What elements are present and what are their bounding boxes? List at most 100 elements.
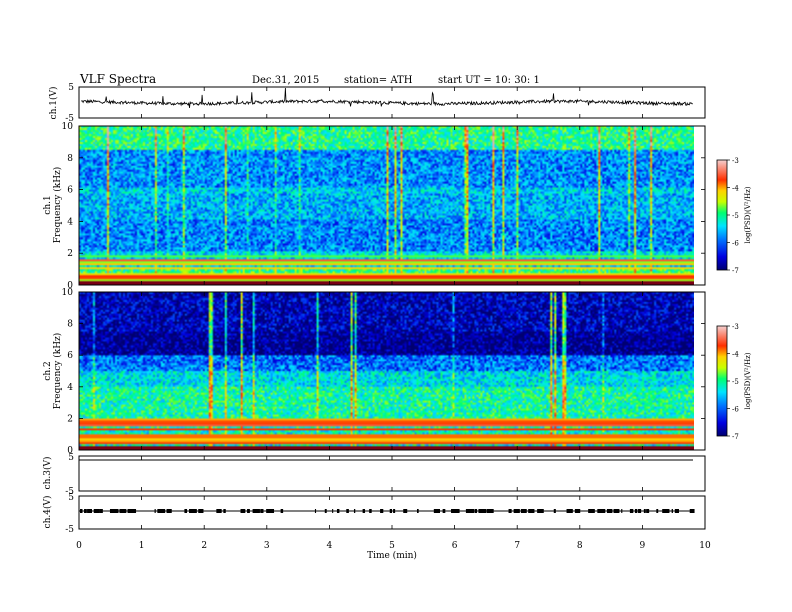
ch4-pulse [566,509,573,513]
header-date: Dec.31, 2015 [252,75,319,86]
ch1-colorbar-scale [716,159,728,271]
time-axis-ticks: 0 1 2 3 4 5 6 7 8 9 10 [76,87,711,551]
ch4-pulse [689,509,695,513]
ch4-pulse [416,509,419,513]
ch4-pulse [508,509,512,513]
ch4-pulse [154,509,156,513]
ch4-pulse [643,509,646,513]
freq-tick-label: 2 [67,414,73,424]
ch4-pulse [223,509,226,513]
ch4-pulse [629,509,634,513]
ch4-pulse [613,509,620,513]
colorbar-tick-label: -4 [732,351,739,359]
time-tick-label: 3 [264,541,270,551]
ch4-pulse [656,509,659,513]
ch4-pulse [260,509,264,513]
ch4-pulse [240,509,246,513]
time-tick-label: 2 [201,541,207,551]
colorbar-tick-label: -6 [732,240,739,248]
ch1-voltage-panel: 5 -5 ch.1(V) [48,83,706,124]
ch4-pulse [606,509,613,513]
ch4-pulse [99,509,103,513]
ch2-spectrogram-panel: 0 2 4 6 8 10 ch.2 Frequency (kHz) [43,288,706,456]
freq-tick-label: 10 [62,288,74,298]
ch4-pulse [119,509,127,513]
ch1-spectrogram-panel: 0 2 4 6 8 10 ch.1 Frequency (kHz) [43,122,706,291]
freq-tick-label: 0 [67,281,73,291]
ch2-frequency-ylabel: Frequency (kHz) [52,333,63,410]
ch4-pulse [216,509,222,513]
colorbar-tick-label: -5 [732,212,739,220]
ch4-pulse [574,509,581,513]
ch4-pulse [597,509,606,513]
ch4-pulse [553,509,556,513]
ch4-pulse [671,509,673,513]
ch4-pulse [528,509,535,513]
ch4-pulse [621,509,623,513]
ch4-pulse [638,509,642,513]
ch4-pulse [109,509,119,513]
header-start-time: start UT = 10: 30: 1 [438,75,540,86]
freq-tick-label: 2 [67,249,73,259]
ch2-colorbar-label: log(PSD)(V²/Hz) [744,352,752,409]
ch4-pulse [93,509,100,513]
ch4-pulse [189,509,197,513]
ch4-pulse [87,509,92,513]
ch4-pulse [346,509,349,513]
time-tick-label: 9 [640,541,646,551]
ch4-pulse [588,509,595,513]
colorbar-tick-label: -7 [732,267,739,275]
ch4-pulse [433,509,440,513]
ch3-ytick-min: -5 [65,487,74,497]
ch4-pulse [634,509,638,513]
time-tick-label: 8 [577,541,583,551]
ch4-pulse [157,509,166,513]
ch4-pulse [80,509,83,513]
ch2-channel-label: ch.2 [43,361,53,380]
ch4-pulse [252,509,260,513]
ch4-pulse [442,509,446,513]
time-tick-label: 1 [139,541,145,551]
ch4-voltage-panel: 5 -5 ch.4(V) [42,493,706,535]
ch4-pulse [266,509,275,513]
ch4-pulse [403,509,408,513]
ch4-pulse [674,509,679,513]
ch3-voltage-frame [78,455,706,492]
ch4-pulse [314,509,317,513]
ch4-pulse [537,509,544,513]
time-tick-label: 10 [699,541,711,551]
ch4-pulse [389,509,393,513]
ch1-ytick-min: -5 [65,114,74,124]
ch1-voltage-trace [80,87,693,109]
ch4-pulse [324,509,327,513]
freq-tick-label: 8 [67,154,73,164]
ch2-colorbar-scale [716,325,728,437]
ch1-frequency-ylabel: Frequency (kHz) [52,167,63,244]
ch4-pulse [166,509,172,513]
ch4-pulse [520,509,527,513]
freq-tick-label: 8 [67,320,73,330]
ch4-pulse [513,509,520,513]
ch1-voltage-ylabel: ch.1(V) [48,87,59,120]
colorbar-tick-label: -6 [732,406,739,414]
ch3-ytick-max: 5 [68,453,74,463]
freq-tick-label: 6 [67,186,73,196]
ch4-pulse [465,509,475,513]
colorbar-tick-label: -7 [732,433,739,441]
ch4-pulse [127,509,137,513]
ch4-pulse [198,509,204,513]
figure-title: VLF Spectra [79,72,156,86]
ch4-pulse [247,509,250,513]
header-station: station= ATH [344,75,413,86]
ch2-frequency-ticks: 0 2 4 6 8 10 [62,288,705,456]
time-tick-label: 7 [514,541,520,551]
ch4-pulse [184,509,188,513]
ch1-colorbar: -3 -4 -5 -6 -7 log(PSD)(V²/Hz) [716,157,752,275]
ch4-ytick-max: 5 [68,493,74,503]
colorbar-tick-label: -3 [732,157,739,165]
ch4-pulse [353,509,356,513]
ch1-colorbar-ticks: -3 -4 -5 -6 -7 [727,157,739,275]
freq-tick-label: 10 [62,122,74,132]
ch4-pulse [280,509,284,513]
ch4-pulse [380,509,384,513]
